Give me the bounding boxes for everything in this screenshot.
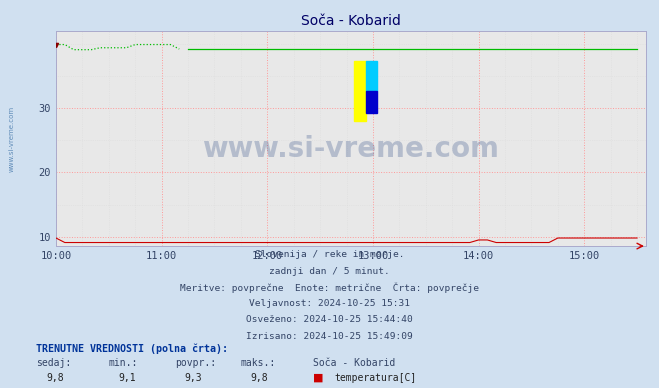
Text: Osveženo: 2024-10-25 15:44:40: Osveženo: 2024-10-25 15:44:40 xyxy=(246,315,413,324)
Text: Soča - Kobarid: Soča - Kobarid xyxy=(313,358,395,368)
Text: Meritve: povprečne  Enote: metrične  Črta: povprečje: Meritve: povprečne Enote: metrične Črta:… xyxy=(180,283,479,293)
Text: sedaj:: sedaj: xyxy=(36,358,71,368)
Text: Veljavnost: 2024-10-25 15:31: Veljavnost: 2024-10-25 15:31 xyxy=(249,299,410,308)
Text: Izrisano: 2024-10-25 15:49:09: Izrisano: 2024-10-25 15:49:09 xyxy=(246,332,413,341)
Text: TRENUTNE VREDNOSTI (polna črta):: TRENUTNE VREDNOSTI (polna črta): xyxy=(36,343,228,354)
Text: temperatura[C]: temperatura[C] xyxy=(334,373,416,383)
Text: maks.:: maks.: xyxy=(241,358,275,368)
Text: Slovenija / reke in morje.: Slovenija / reke in morje. xyxy=(255,250,404,259)
FancyBboxPatch shape xyxy=(366,91,377,113)
Text: 9,3: 9,3 xyxy=(185,373,202,383)
Text: www.si-vreme.com: www.si-vreme.com xyxy=(9,106,14,172)
Text: min.:: min.: xyxy=(109,358,138,368)
Text: zadnji dan / 5 minut.: zadnji dan / 5 minut. xyxy=(269,267,390,275)
Text: 9,1: 9,1 xyxy=(119,373,136,383)
Title: Soča - Kobarid: Soča - Kobarid xyxy=(301,14,401,28)
Text: povpr.:: povpr.: xyxy=(175,358,215,368)
FancyBboxPatch shape xyxy=(366,61,377,91)
Text: www.si-vreme.com: www.si-vreme.com xyxy=(202,135,500,163)
Text: ■: ■ xyxy=(313,373,324,383)
FancyBboxPatch shape xyxy=(354,61,366,121)
Text: 9,8: 9,8 xyxy=(46,373,64,383)
Text: 9,8: 9,8 xyxy=(250,373,268,383)
